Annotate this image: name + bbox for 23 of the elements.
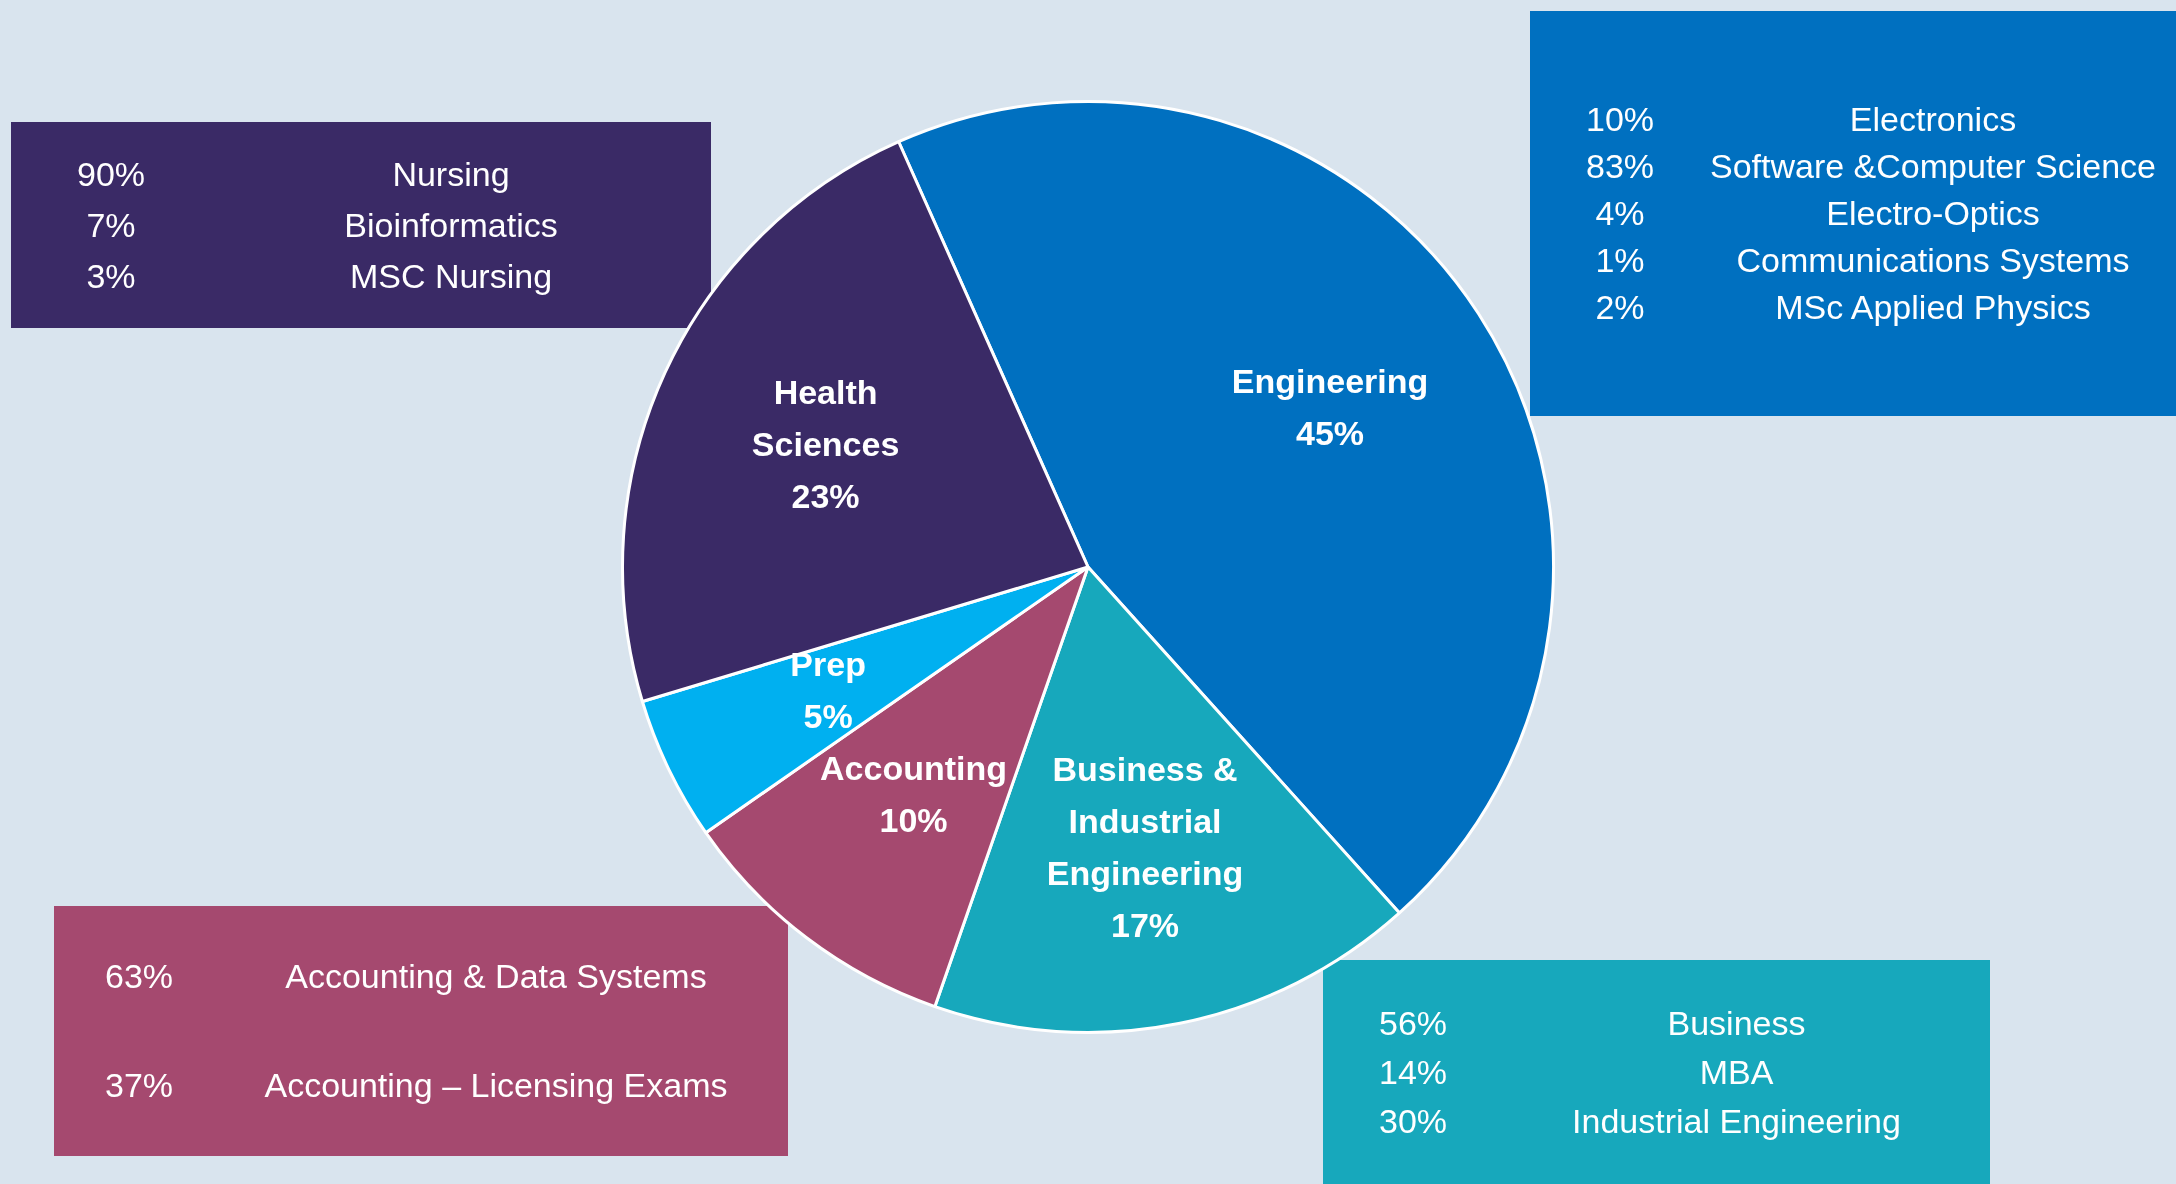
data-label: 23% (791, 477, 860, 516)
text: 10% Electronics (1585, 100, 2017, 138)
slice-label: Health Sciences (751, 373, 900, 464)
text: 37% Accounting – Licensing Exams (104, 1066, 728, 1104)
text: 63% Accounting & Data Systems (104, 957, 707, 995)
text: 56% Business (1378, 1003, 1806, 1042)
text: 83% Software &Computer Science (1585, 147, 2156, 185)
text: 1% Communications Systems (1595, 241, 2130, 279)
slice-label: Accounting (820, 749, 1007, 788)
text: 30% Industrial Engineering (1378, 1101, 1901, 1140)
slice-label: Engineering (1231, 362, 1429, 401)
data-label: 17% (1111, 906, 1180, 945)
text: 14% MBA (1378, 1052, 1774, 1091)
data-label: 5% (803, 696, 853, 735)
slice-label: Business & Industrial Engineering (1046, 750, 1244, 893)
slice-label: Prep (790, 644, 866, 683)
data-label: 10% (879, 801, 948, 840)
text: 3% MSC Nursing (86, 256, 553, 295)
data-label: 45% (1296, 414, 1365, 453)
text: 7% Bioinformatics (86, 205, 558, 244)
text: 4% Electro-Optics (1595, 194, 2040, 232)
text: 2% MSc Applied Physics (1595, 288, 2091, 326)
text: 90% Nursing (76, 154, 510, 193)
